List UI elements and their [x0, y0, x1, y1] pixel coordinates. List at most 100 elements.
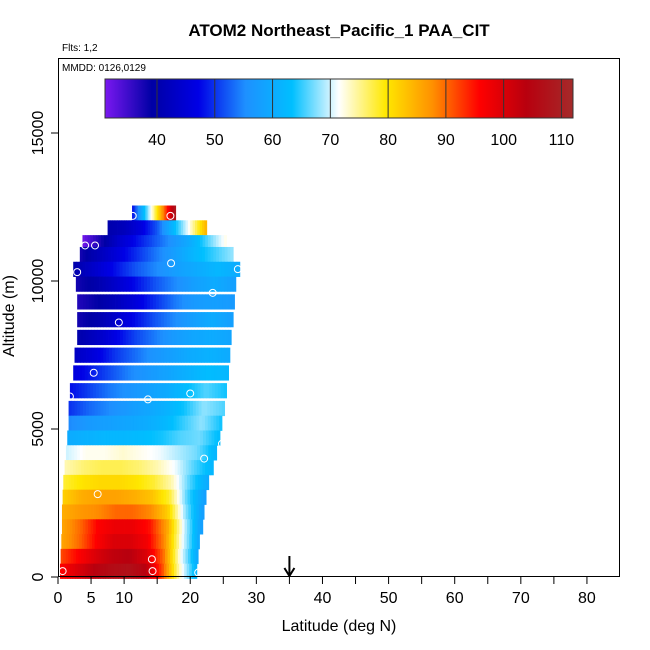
- heatmap-cell: [165, 474, 169, 491]
- heatmap-cell: [181, 563, 185, 579]
- heatmap-cell: [190, 261, 194, 277]
- heatmap-cell: [109, 220, 113, 236]
- heatmap-cell: [194, 276, 198, 292]
- heatmap-cell: [117, 220, 120, 236]
- observation-point: [148, 567, 157, 576]
- heatmap-cell: [109, 430, 113, 446]
- heatmap-cell: [115, 294, 119, 310]
- heatmap-cell: [112, 294, 116, 310]
- heatmap-cell: [108, 460, 112, 476]
- heatmap-cell: [134, 205, 137, 221]
- y-tick-label: 10000: [30, 259, 47, 304]
- heatmap-cell: [144, 261, 148, 277]
- heatmap-cell: [179, 365, 183, 381]
- heatmap-cell: [101, 519, 105, 535]
- heatmap-cell: [168, 220, 172, 236]
- heatmap-cell: [152, 489, 157, 505]
- heatmap-cell: [85, 329, 89, 346]
- heatmap-cell: [127, 474, 132, 491]
- heatmap-cell: [183, 504, 187, 520]
- heatmap-cell: [111, 347, 116, 363]
- heatmap-cell: [127, 365, 132, 381]
- heatmap-cell: [65, 489, 69, 505]
- heatmap-cell: [168, 534, 172, 550]
- heatmap-cell: [189, 235, 193, 251]
- heatmap-cell: [65, 445, 70, 461]
- y-axis: 0 5000 10000 15000: [30, 111, 58, 581]
- heatmap-cell: [72, 504, 76, 520]
- heatmap-cell: [218, 276, 222, 292]
- heatmap-cell: [196, 365, 201, 381]
- heatmap-cell: [122, 534, 126, 550]
- heatmap-cell: [146, 235, 150, 251]
- heatmap-cell: [90, 504, 94, 520]
- heatmap-cell: [96, 365, 100, 381]
- heatmap-cell: [128, 220, 132, 236]
- heatmap-cell: [121, 519, 125, 535]
- heatmap-cell: [75, 460, 79, 476]
- heatmap-cell: [79, 246, 84, 263]
- heatmap-cell: [92, 460, 96, 476]
- heatmap-cell: [157, 220, 160, 236]
- heatmap-cell: [187, 415, 192, 431]
- heatmap-cell: [184, 519, 188, 535]
- heatmap-cell: [78, 383, 82, 399]
- heatmap-cell: [75, 489, 79, 505]
- heatmap-cell: [162, 235, 166, 251]
- heatmap-cell: [180, 220, 184, 236]
- heatmap-cell: [103, 563, 106, 579]
- heatmap-cell: [199, 415, 203, 431]
- heatmap-cell: [132, 534, 136, 550]
- heatmap-cell: [203, 430, 207, 446]
- heatmap-cell: [85, 246, 89, 263]
- heatmap-cell: [129, 489, 133, 505]
- heatmap-cell: [213, 445, 218, 461]
- heatmap-cell: [177, 548, 181, 565]
- heatmap-cell: [116, 246, 120, 263]
- heatmap-cell: [106, 312, 110, 328]
- heatmap-cell: [197, 235, 201, 251]
- heatmap-cell: [138, 460, 143, 476]
- heatmap-cell: [97, 261, 102, 277]
- heatmap-cell: [108, 276, 112, 292]
- heatmap-cell: [152, 312, 156, 328]
- heatmap-cell: [114, 474, 118, 491]
- heatmap-cell: [93, 548, 97, 565]
- heatmap-cell: [114, 400, 119, 417]
- heatmap-cell: [169, 504, 173, 520]
- heatmap-cell: [159, 415, 163, 431]
- heatmap-cell: [173, 365, 178, 381]
- heatmap-cell: [105, 445, 109, 461]
- heatmap-cell: [188, 365, 192, 381]
- heatmap-cell: [145, 415, 149, 431]
- heatmap-cell: [202, 261, 207, 277]
- heatmap-cell: [106, 430, 111, 446]
- heatmap-cell: [166, 534, 170, 550]
- heatmap-cell: [155, 294, 160, 310]
- heatmap-cell: [104, 430, 108, 446]
- heatmap-cell: [184, 312, 188, 328]
- heatmap-cell: [193, 504, 197, 520]
- heatmap-cell: [145, 519, 149, 535]
- heatmap-cell: [176, 365, 181, 381]
- heatmap-cell: [159, 261, 164, 277]
- x-tick-label: 20: [181, 590, 199, 607]
- heatmap-cell: [137, 430, 142, 446]
- heatmap-cell: [183, 220, 186, 236]
- heatmap-cell: [227, 347, 231, 363]
- heatmap-cell: [133, 460, 137, 476]
- heatmap-cell: [142, 489, 146, 505]
- heatmap-cell: [122, 383, 126, 399]
- heatmap-cell: [158, 276, 163, 292]
- heatmap-cell: [214, 329, 218, 346]
- heatmap-cell: [179, 276, 183, 292]
- heatmap-cell: [215, 261, 219, 277]
- heatmap-cell: [78, 548, 82, 565]
- heatmap-cell: [144, 276, 148, 292]
- heatmap-cell: [117, 329, 121, 346]
- heatmap-cell: [152, 294, 157, 310]
- heatmap-cell: [106, 347, 110, 363]
- heatmap-cell: [75, 548, 79, 565]
- heatmap-cell: [184, 474, 188, 491]
- heatmap-cell: [185, 276, 189, 292]
